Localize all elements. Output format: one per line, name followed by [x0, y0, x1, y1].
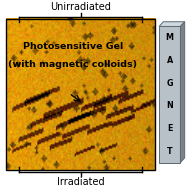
Bar: [6, 19, 155, 170]
Text: A: A: [167, 56, 173, 65]
Text: Irradiated: Irradiated: [57, 177, 104, 187]
Text: T: T: [167, 147, 172, 156]
Text: Photosensitive Gel: Photosensitive Gel: [23, 42, 123, 51]
Text: M: M: [166, 33, 174, 42]
Polygon shape: [180, 22, 185, 163]
Text: (with magnetic colloids): (with magnetic colloids): [9, 60, 138, 69]
Text: N: N: [166, 101, 173, 110]
Text: G: G: [166, 79, 173, 88]
Bar: [159, 26, 180, 163]
Polygon shape: [159, 22, 185, 26]
Text: E: E: [167, 124, 172, 133]
Text: Unirradiated: Unirradiated: [50, 2, 111, 12]
